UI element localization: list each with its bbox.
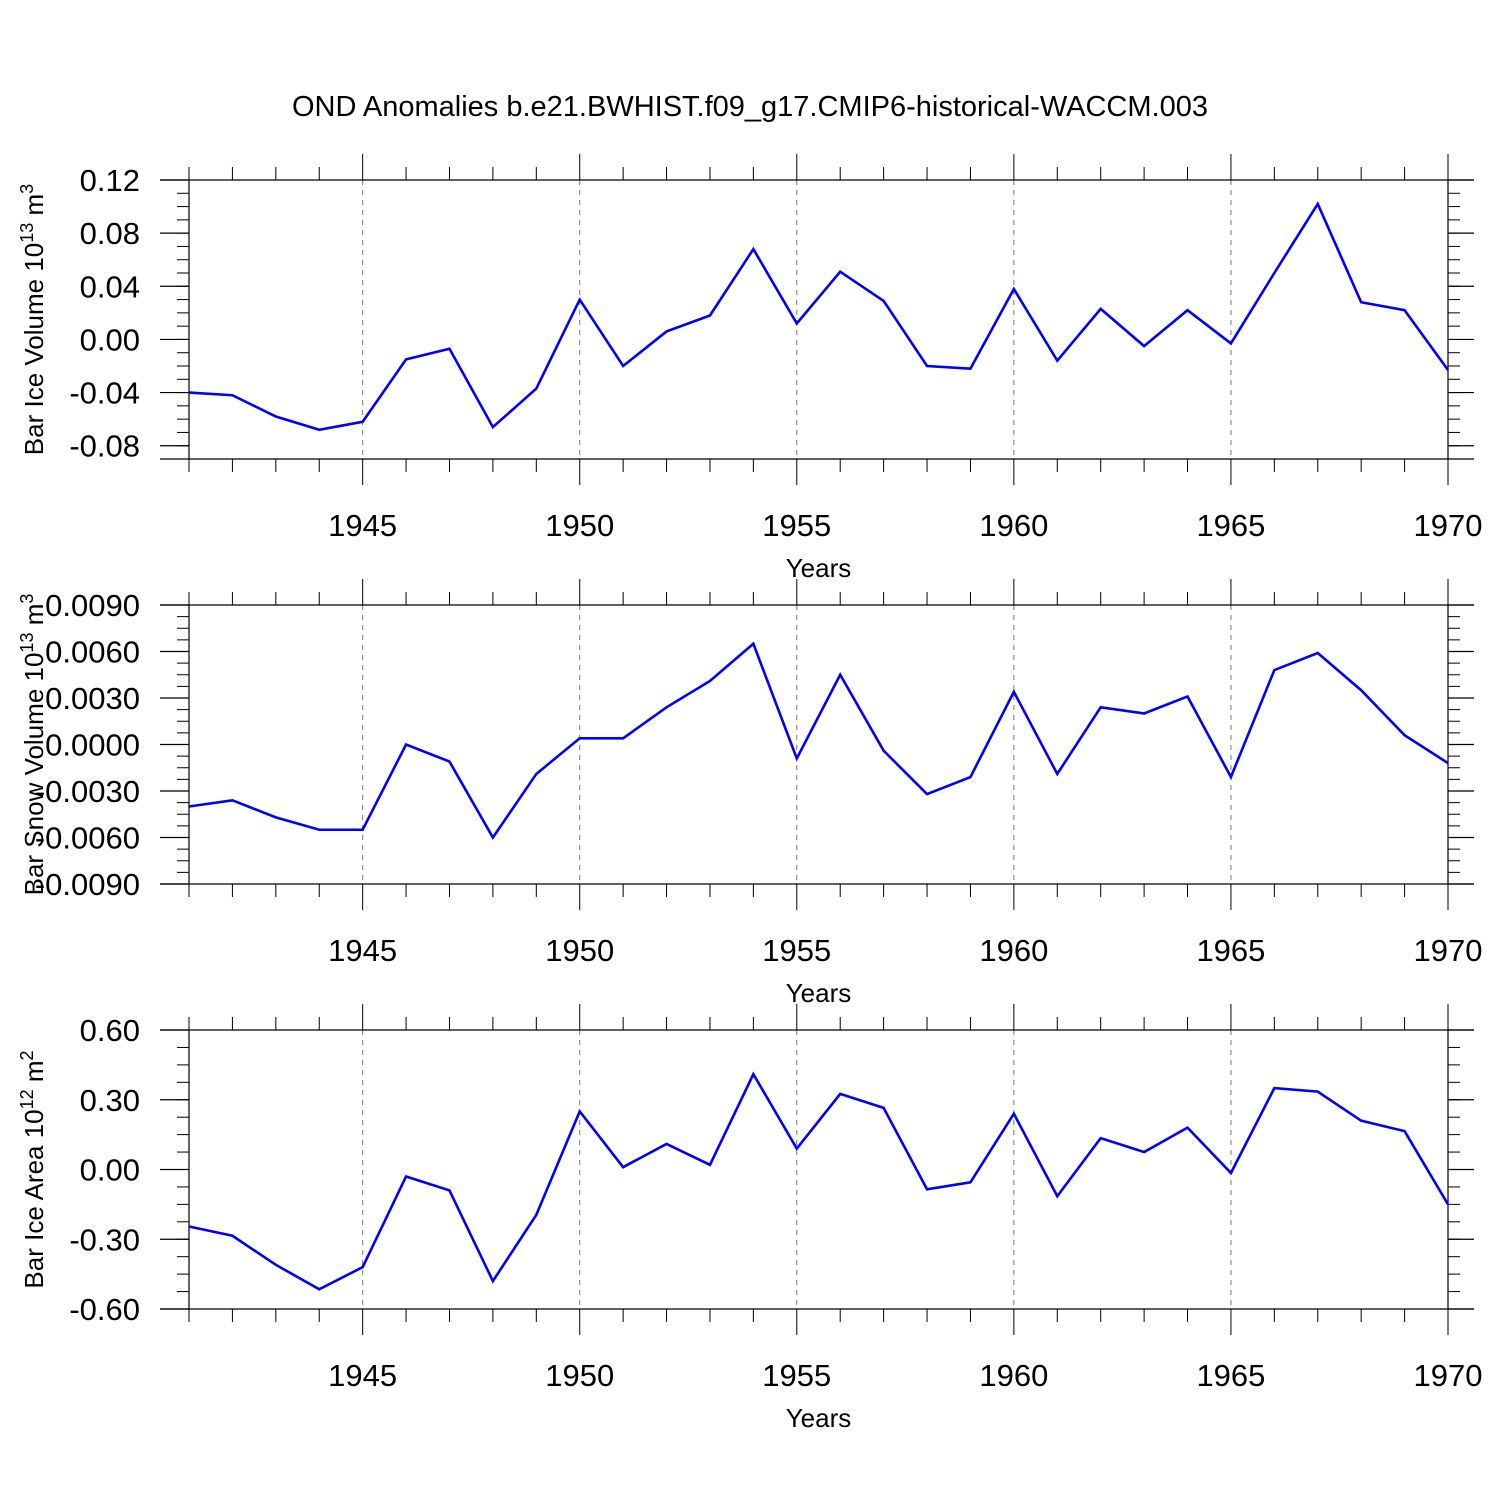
y-axis-label-text: Bar Ice Area 10 bbox=[19, 1109, 49, 1288]
y-axis-label-unit: m bbox=[19, 604, 49, 633]
y-tick-label: 0.0030 bbox=[45, 681, 140, 716]
y-tick-label: 0.08 bbox=[80, 216, 140, 251]
x-tick-label: 1970 bbox=[1414, 508, 1483, 543]
y-axis-label-exponent: 12 bbox=[17, 1089, 37, 1109]
x-tick-label: 1965 bbox=[1196, 508, 1265, 543]
x-axis-label: Years bbox=[786, 553, 852, 583]
x-tick-label: 1950 bbox=[545, 1358, 614, 1393]
chart-panel-3: 0.60 0.30 0.00 -0.30 -0.60 1945 1950 1955 1960 19… bbox=[17, 1004, 1482, 1433]
y-tick-label: 0.30 bbox=[80, 1083, 140, 1118]
y-axis-label-unit-exponent: 3 bbox=[17, 184, 37, 194]
y-tick-label: -0.60 bbox=[69, 1292, 140, 1327]
y-tick-label: 0.04 bbox=[80, 269, 140, 304]
x-tick-label: 1955 bbox=[762, 933, 831, 968]
y-tick-label: -0.0090 bbox=[35, 867, 140, 902]
y-axis-label-unit-exponent: 2 bbox=[17, 1050, 37, 1060]
y-axis-label-exponent: 13 bbox=[17, 223, 37, 243]
y-axis-label-unit: m bbox=[19, 194, 49, 223]
x-tick-label: 1955 bbox=[762, 1358, 831, 1393]
y-axis-label-text: Bar Ice Volume 10 bbox=[19, 243, 49, 455]
figure-title: OND Anomalies b.e21.BWHIST.f09_g17.CMIP6… bbox=[292, 91, 1208, 123]
y-axis-label: Bar Snow Volume 1013 m3 bbox=[17, 594, 49, 896]
y-tick-label: 0.60 bbox=[80, 1013, 140, 1048]
y-tick-label: 0.00 bbox=[80, 322, 140, 357]
x-tick-label: 1950 bbox=[545, 933, 614, 968]
chart-panel-2: 0.0090 0.0060 0.0030 0.0000 -0.0030 -0.0060 -0… bbox=[17, 579, 1482, 1008]
data-series-line bbox=[188, 1071, 1450, 1291]
y-axis-label: Bar Ice Volume 1013 m3 bbox=[17, 184, 49, 455]
y-tick-label: 0.0060 bbox=[45, 635, 140, 670]
y-axis-label-unit-exponent: 3 bbox=[17, 594, 37, 604]
data-series-line bbox=[188, 641, 1449, 840]
x-tick-label: 1970 bbox=[1414, 1358, 1483, 1393]
y-tick-label: 0.0000 bbox=[45, 728, 140, 763]
data-series-line bbox=[188, 201, 1450, 432]
y-tick-label: -0.30 bbox=[69, 1222, 140, 1257]
y-tick-label: -0.08 bbox=[69, 429, 140, 464]
x-tick-label: 1960 bbox=[979, 933, 1048, 968]
x-tick-label: 1945 bbox=[328, 508, 397, 543]
x-axis-label: Years bbox=[786, 1403, 852, 1433]
y-axis-label-text: Bar Snow Volume 10 bbox=[19, 653, 49, 896]
chart-panel-1: 0.12 0.08 0.04 0.00 -0.04 -0.08 1945 1950 1955 19… bbox=[17, 154, 1482, 583]
x-tick-label: 1950 bbox=[545, 508, 614, 543]
x-tick-label: 1945 bbox=[328, 1358, 397, 1393]
y-tick-label: 0.12 bbox=[80, 163, 140, 198]
x-tick-label: 1960 bbox=[979, 1358, 1048, 1393]
y-tick-label: -0.0030 bbox=[35, 774, 140, 809]
x-axis-label: Years bbox=[786, 978, 852, 1008]
y-tick-label: -0.04 bbox=[69, 376, 140, 411]
y-axis-label: Bar Ice Area 1012 m2 bbox=[17, 1050, 49, 1288]
y-tick-label: 0.0090 bbox=[45, 588, 140, 623]
y-tick-label: -0.0060 bbox=[35, 821, 140, 856]
x-tick-label: 1970 bbox=[1414, 933, 1483, 968]
y-axis-label-exponent: 13 bbox=[17, 633, 37, 653]
x-tick-label: 1965 bbox=[1196, 933, 1265, 968]
y-tick-label: 0.00 bbox=[80, 1153, 140, 1188]
x-tick-label: 1965 bbox=[1196, 1358, 1265, 1393]
x-tick-label: 1955 bbox=[762, 508, 831, 543]
y-axis-label-unit: m bbox=[19, 1060, 49, 1089]
x-tick-label: 1945 bbox=[328, 933, 397, 968]
x-tick-label: 1960 bbox=[979, 508, 1048, 543]
